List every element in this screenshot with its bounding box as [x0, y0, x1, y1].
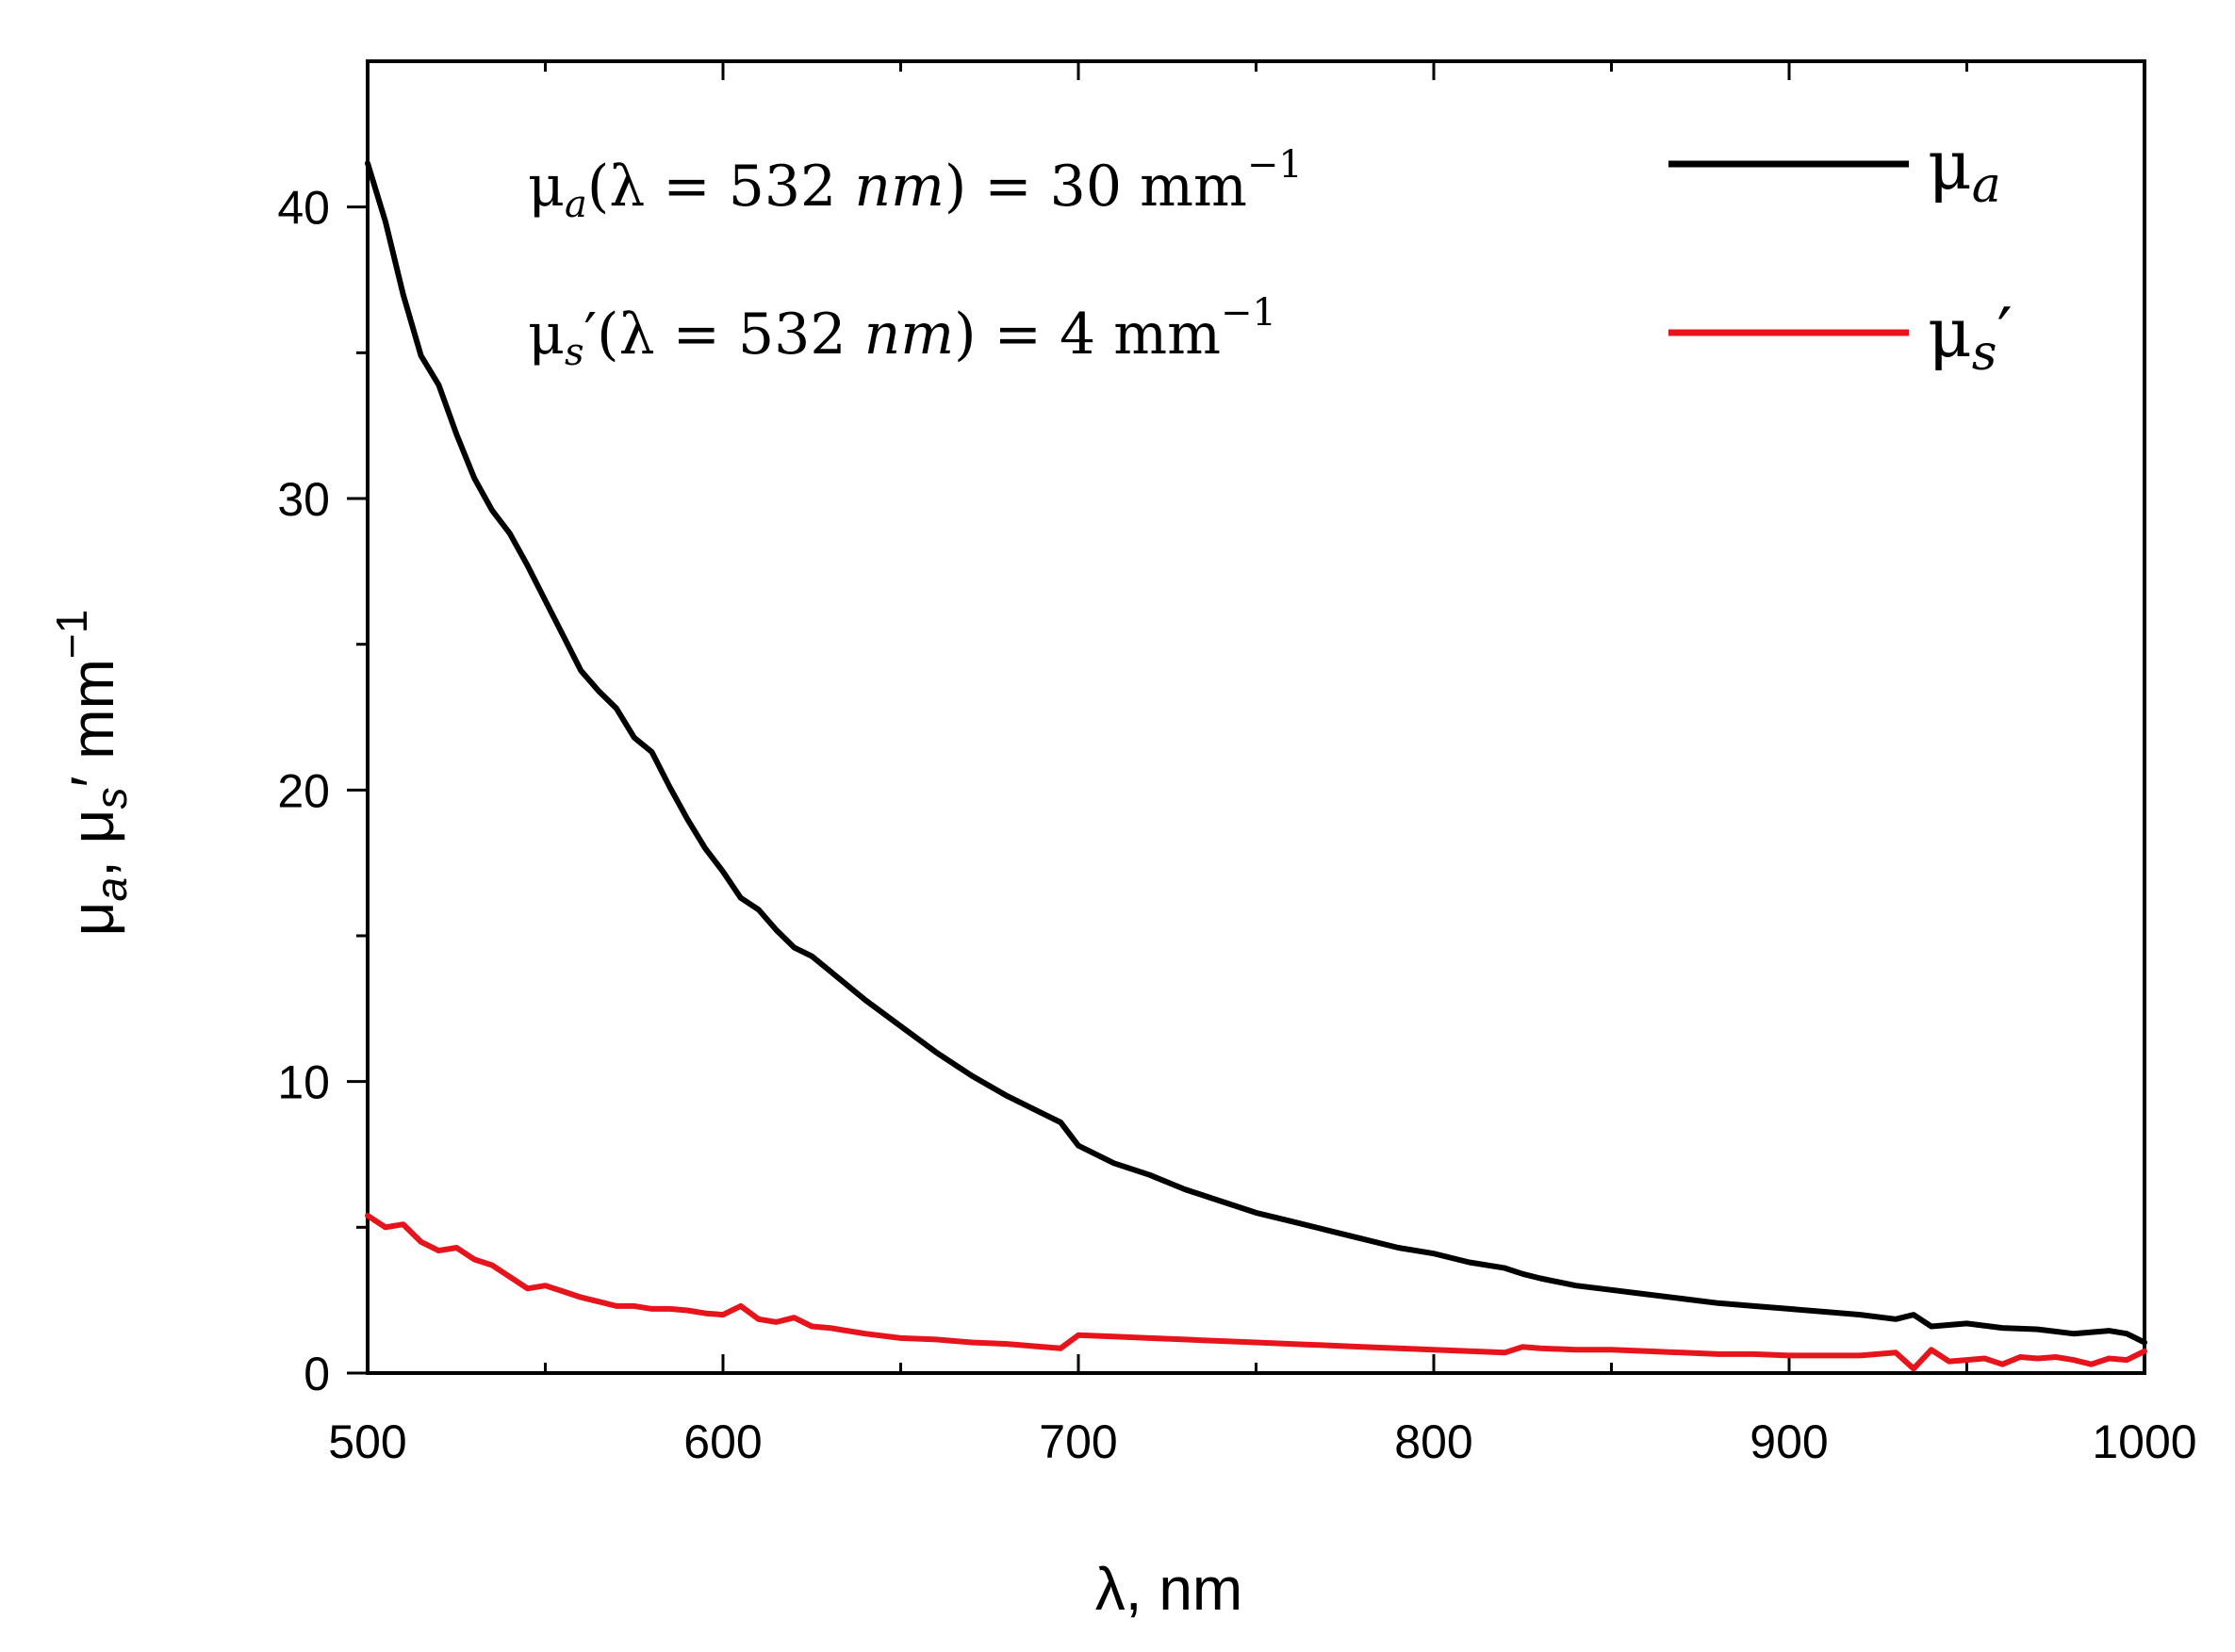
series-layer — [365, 160, 2147, 1372]
y-tick-label-40: 40 — [277, 182, 330, 235]
axis-ticks: 500 600 700 800 900 1000 0 10 20 30 40 — [277, 61, 2197, 1468]
legend: μa μs′ — [1668, 125, 2013, 382]
annotation-mus: μs′(λ = 532 nm) = 4 mm−1 — [528, 291, 1276, 374]
x-tick-label-900: 900 — [1750, 1415, 1828, 1468]
x-tick-label-700: 700 — [1039, 1415, 1117, 1468]
y-tick-label-30: 30 — [277, 473, 330, 526]
legend-label-mua: μa — [1928, 125, 2001, 214]
x-tick-label-800: 800 — [1394, 1415, 1472, 1468]
series-line-mus — [365, 1213, 2147, 1372]
y-axis-title: μa, μs′ mm−1 — [47, 610, 136, 937]
annotation-mua: μa(λ = 532 nm) = 30 mm−1 — [528, 143, 1303, 226]
y-tick-label-10: 10 — [277, 1056, 330, 1109]
y-tick-label-0: 0 — [304, 1348, 330, 1400]
plot-area — [366, 59, 2146, 1375]
x-tick-label-500: 500 — [328, 1415, 406, 1468]
x-tick-label-600: 600 — [683, 1415, 762, 1468]
plot-frame — [366, 59, 2146, 1375]
series-line-mua — [365, 160, 2147, 1346]
legend-label-mus: μs′ — [1928, 293, 2013, 382]
x-tick-label-1000: 1000 — [2092, 1415, 2196, 1468]
x-axis-title: λ, nm — [1095, 1555, 1242, 1623]
y-tick-label-20: 20 — [277, 764, 330, 817]
